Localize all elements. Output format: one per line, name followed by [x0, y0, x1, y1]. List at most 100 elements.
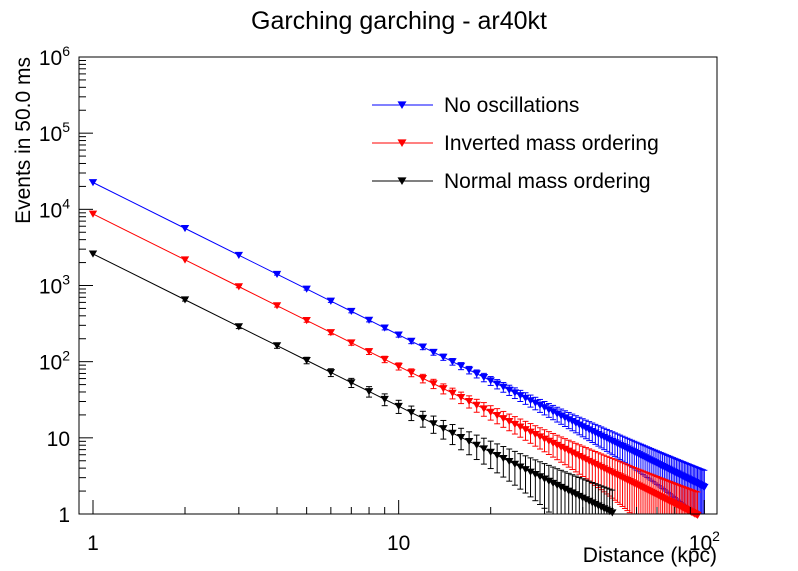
data-point: [535, 401, 545, 410]
data-point: [380, 324, 389, 332]
data-point: [88, 250, 98, 258]
data-point: [521, 466, 530, 474]
data-point: [448, 429, 457, 437]
data-point: [548, 479, 558, 487]
data-point: [347, 339, 356, 347]
data-point: [364, 316, 374, 324]
data-point: [560, 414, 570, 422]
legend-marker: [397, 139, 407, 148]
data-point: [418, 414, 428, 423]
y-tick-label: 10: [47, 428, 70, 451]
y-tick-label: 103: [39, 272, 70, 299]
data-point: [564, 447, 573, 455]
data-point: [556, 483, 566, 491]
data-point: [516, 463, 525, 471]
data-point: [540, 404, 549, 412]
x-tick-label: 1: [87, 532, 99, 555]
data-point: [326, 369, 336, 377]
data-point: [548, 408, 558, 416]
data-point: [505, 418, 514, 426]
data-point: [479, 405, 489, 413]
series-markers: [88, 179, 709, 519]
data-point: [552, 481, 562, 489]
data-point: [531, 431, 540, 439]
data-point: [464, 398, 474, 406]
data-point: [544, 437, 554, 445]
data-point: [479, 445, 489, 453]
data-point: [531, 470, 540, 479]
data-point: [439, 385, 448, 393]
y-tick-label: 104: [39, 195, 70, 222]
data-point: [499, 455, 508, 463]
data-point: [380, 355, 389, 364]
data-point: [499, 383, 508, 391]
data-point: [516, 392, 525, 400]
data-point: [347, 307, 356, 316]
data-point: [234, 251, 244, 259]
data-point: [418, 374, 428, 383]
data-point: [364, 348, 374, 356]
legend-label: Normal mass ordering: [444, 170, 651, 193]
data-point: [531, 399, 540, 407]
y-tick-label: 102: [39, 348, 70, 375]
legend-label: No oscillations: [444, 94, 579, 117]
data-point: [516, 423, 525, 431]
data-point: [234, 283, 244, 291]
data-point: [472, 401, 481, 409]
data-point: [448, 389, 457, 397]
y-tick-label: 106: [39, 43, 70, 70]
data-point: [394, 362, 403, 371]
data-point: [88, 179, 98, 187]
data-point: [88, 210, 98, 218]
data-point: [364, 388, 374, 396]
data-point: [394, 331, 403, 339]
data-point: [544, 406, 554, 414]
legend-marker: [397, 177, 407, 186]
data-point: [486, 377, 495, 385]
data-point: [560, 445, 570, 453]
data-point: [407, 409, 416, 417]
data-point: [564, 416, 573, 424]
data-point: [272, 270, 282, 279]
data-point: [418, 343, 428, 351]
data-point: [499, 415, 508, 423]
data-point: [394, 402, 403, 411]
axes: 1 10 102 1 10 102 103 104 105 106: [39, 43, 720, 555]
data-point: [526, 468, 535, 476]
data-point: [180, 225, 190, 233]
data-point: [556, 412, 566, 420]
data-point: [234, 323, 244, 331]
data-point: [552, 410, 562, 418]
data-point: [464, 437, 474, 446]
data-point: [510, 460, 520, 468]
data-point: [556, 443, 566, 452]
data-point: [492, 380, 502, 388]
data-point: [521, 426, 530, 434]
data-point: [429, 420, 438, 428]
data-point: [439, 425, 448, 433]
data-point: [464, 366, 474, 374]
data-point: [486, 408, 495, 416]
data-point: [326, 297, 336, 305]
data-point: [472, 370, 481, 378]
data-point: [407, 337, 416, 345]
data-point: [407, 369, 416, 377]
legend-marker: [397, 101, 407, 110]
data-point: [526, 428, 535, 436]
data-point: [347, 379, 356, 387]
legend: No oscillations Inverted mass ordering Nor…: [372, 94, 659, 193]
data-point: [439, 353, 448, 361]
data-point: [552, 441, 562, 450]
data-point: [302, 357, 311, 365]
data-point: [548, 439, 558, 448]
data-point: [326, 329, 336, 337]
data-point: [302, 285, 311, 293]
data-point: [544, 477, 554, 485]
data-point: [456, 433, 466, 442]
data-point: [492, 451, 502, 460]
data-point: [456, 362, 466, 370]
chart-title: Garching garching - ar40kt: [251, 7, 547, 35]
data-point: [564, 487, 573, 495]
data-point: [560, 485, 570, 493]
